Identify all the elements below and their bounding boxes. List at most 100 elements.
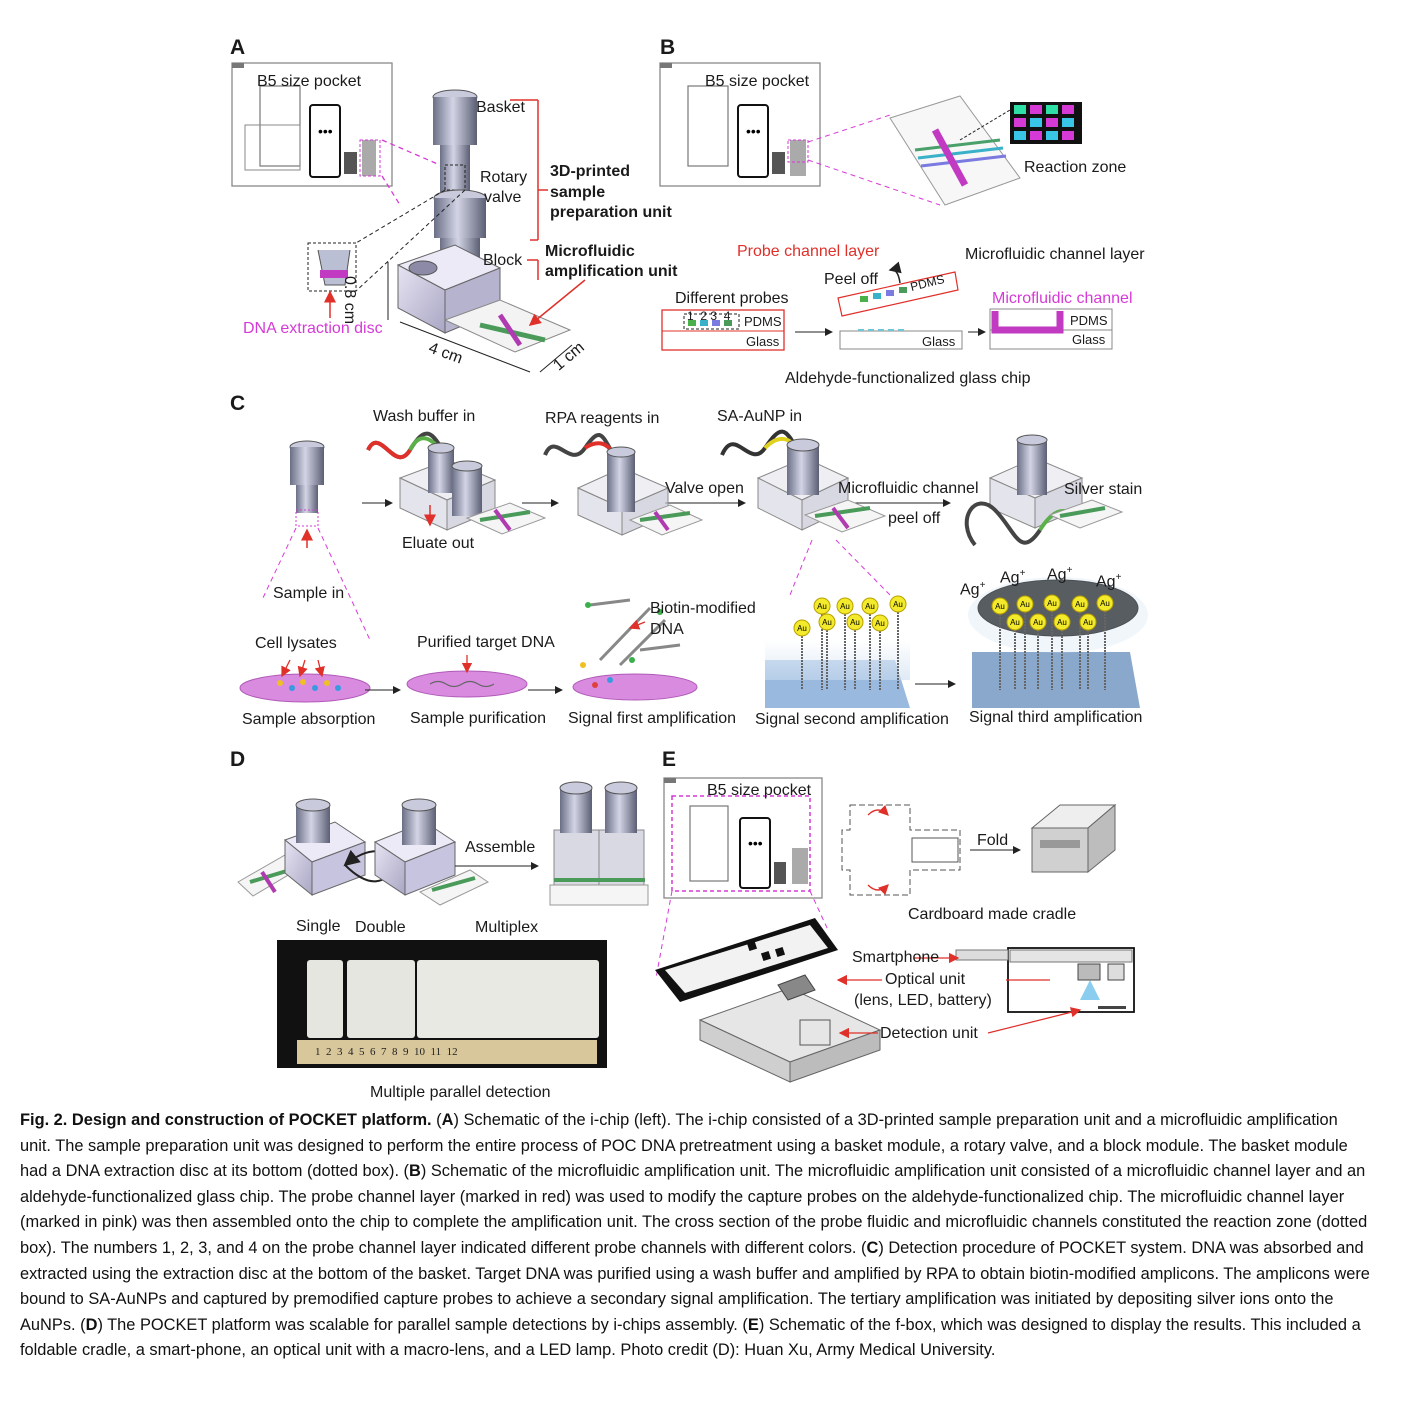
- ruler-numbers: 1 2 3 4 5 6 7 8 9 10 11 12: [315, 1046, 458, 1058]
- d-double-label: Double: [355, 919, 406, 936]
- e-optical-label-1: Optical unit: [885, 971, 966, 988]
- au-particle: [991, 597, 1009, 615]
- au-particle: [1096, 594, 1114, 612]
- c-sample-in-label: Sample in: [273, 585, 345, 602]
- panel-d-photo: 1 2 3 4 5 6 7 8 9 10 11 12: [277, 940, 607, 1068]
- au-particle-label: Au: [1057, 618, 1067, 627]
- au-particle-label: Au: [822, 618, 832, 627]
- chip-multiplex: [417, 960, 599, 1038]
- c-eluate-label: Eluate out: [402, 535, 475, 552]
- ruler: 1 2 3 4 5 6 7 8 9 10 11 12: [297, 1040, 597, 1064]
- au-particle: [836, 597, 854, 615]
- panel-e-cradle-flat: [841, 804, 961, 896]
- c-step-3: Signal first amplification: [568, 710, 737, 727]
- au-particle: [818, 613, 836, 631]
- panel-d-block-left: [237, 798, 367, 897]
- panel-c-chip-5: [968, 577, 1148, 708]
- a-dim-height: 0.8 cm: [341, 276, 358, 325]
- caption-key-b: B: [409, 1162, 421, 1181]
- e-fold-label: Fold: [977, 832, 1009, 849]
- b-glass-2: Glass: [922, 334, 956, 349]
- c-step-4: Signal second amplification: [755, 711, 949, 728]
- caption-title: Fig. 2. Design and construction of POCKE…: [20, 1111, 432, 1129]
- au-particle: [813, 597, 831, 615]
- a-amp-unit-label: amplification unit: [545, 263, 678, 280]
- panel-c-device-3: [720, 429, 887, 533]
- a-block-label: Block: [483, 252, 523, 269]
- d-parallel-label: Multiple parallel detection: [370, 1084, 551, 1101]
- b-probe-layer-label: Probe channel layer: [737, 243, 880, 260]
- panel-c-device-1: [366, 431, 547, 535]
- svg-text:•••: •••: [748, 835, 763, 851]
- caption-text-d: ) The POCKET platform was scalable for p…: [97, 1315, 748, 1334]
- c-silver-stain-label: Silver stain: [1064, 481, 1143, 498]
- c-valve-open-label: Valve open: [665, 480, 744, 497]
- b-reaction-zone-label: Reaction zone: [1024, 159, 1127, 176]
- panel-d-label: D: [230, 748, 246, 771]
- chip-double: [347, 960, 415, 1038]
- panel-e-phone: [655, 918, 838, 1002]
- au-particle: [1079, 613, 1097, 631]
- au-particle: [1016, 595, 1034, 613]
- d-assemble-label: Assemble: [465, 839, 536, 856]
- a-disc-label: DNA extraction disc: [243, 320, 383, 337]
- c-ag-1: Ag+: [960, 580, 986, 599]
- au-particle-label: Au: [850, 618, 860, 627]
- a-sample-label: sample: [550, 184, 606, 201]
- caption-text-c: ) Detection procedure of POCKET system. …: [20, 1238, 1370, 1334]
- au-particle: [1043, 594, 1061, 612]
- panel-b-label: B: [660, 36, 676, 59]
- caption-key-e: E: [747, 1315, 759, 1334]
- b-glass-3: Glass: [1072, 332, 1106, 347]
- panel-c-device-4: [964, 434, 1124, 547]
- panel-c-device-2: [543, 433, 704, 536]
- b-pocket-label: B5 size pocket: [705, 73, 810, 90]
- au-particle: [793, 619, 811, 637]
- panel-a-pocket: •••: [231, 62, 393, 187]
- panel-b-reaction-zone-grid: [1010, 102, 1082, 144]
- b-probe-numbers: 1 2 3 4: [687, 309, 731, 323]
- e-smartphone-label: Smartphone: [852, 949, 940, 966]
- a-valve-label: valve: [484, 189, 522, 206]
- panel-b-pocket: •••: [659, 62, 821, 187]
- d-single-label: Single: [296, 918, 341, 935]
- au-particle: [861, 597, 879, 615]
- au-particle-label: Au: [865, 602, 875, 611]
- b-micro-layer-label: Microfluidic channel layer: [965, 246, 1145, 263]
- e-pocket-label: B5 size pocket: [707, 782, 812, 799]
- a-rotary-label: Rotary: [480, 169, 528, 186]
- c-rpa-label: RPA reagents in: [545, 410, 660, 427]
- c-wash-label: Wash buffer in: [373, 408, 476, 425]
- panel-a-block: [396, 244, 572, 353]
- panel-d-block-right: [373, 798, 490, 906]
- c-ag-2: Ag+: [1000, 568, 1026, 587]
- panel-c-disc-3: [572, 598, 698, 701]
- a-prep-unit-label: preparation unit: [550, 204, 672, 221]
- c-biotin-label-2: DNA: [650, 621, 684, 638]
- b-micro-channel-label: Microfluidic channel: [992, 290, 1133, 307]
- caption-text-b: ) Schematic of the microfluidic amplific…: [20, 1162, 1368, 1257]
- au-particle: [846, 613, 864, 631]
- panel-c-disc-1: [239, 659, 371, 703]
- au-particle-label: Au: [1075, 600, 1085, 609]
- e-optical-label-2: (lens, LED, battery): [854, 992, 992, 1009]
- caption-key-d: D: [85, 1315, 98, 1334]
- au-particle: [889, 595, 907, 613]
- c-mc-peel-label-1: Microfluidic channel: [838, 480, 979, 497]
- caption-text-e: ) Schematic of the f-box, which was desi…: [20, 1315, 1361, 1360]
- panel-e-pocket: •••: [663, 777, 823, 899]
- e-detection-label: Detection unit: [880, 1025, 978, 1042]
- au-particle: [871, 614, 889, 632]
- c-purified-label: Purified target DNA: [417, 634, 555, 651]
- au-particle-label: Au: [893, 600, 903, 609]
- au-particle-label: Au: [797, 624, 807, 633]
- c-cell-lysates-label: Cell lysates: [255, 635, 337, 652]
- a-pocket-label: B5 size pocket: [257, 73, 362, 90]
- panel-b-chip: [889, 95, 1021, 206]
- au-particle-label: Au: [995, 602, 1005, 611]
- b-different-probes-label: Different probes: [675, 290, 789, 307]
- au-particle: [1029, 613, 1047, 631]
- c-mc-peel-label-2: peel off: [888, 510, 941, 527]
- c-ag-3: Ag+: [1047, 565, 1073, 584]
